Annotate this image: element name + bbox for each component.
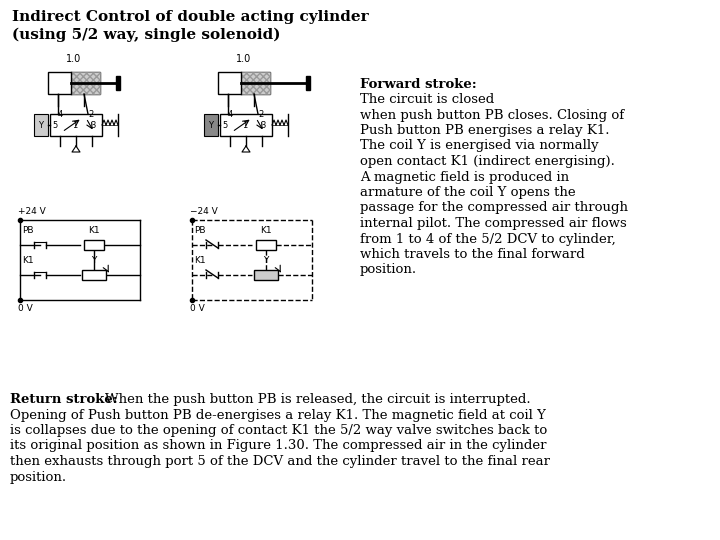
Text: Indirect Control of double acting cylinder
(using 5/2 way, single solenoid): Indirect Control of double acting cylind… bbox=[12, 10, 369, 42]
Text: +24 V: +24 V bbox=[18, 207, 46, 216]
Bar bbox=[204, 114, 218, 136]
Text: 1: 1 bbox=[242, 121, 247, 130]
Bar bbox=[218, 72, 270, 94]
Text: position.: position. bbox=[10, 470, 67, 483]
Text: is collapses due to the opening of contact K1 the 5/2 way valve switches back to: is collapses due to the opening of conta… bbox=[10, 424, 547, 437]
Text: from 1 to 4 of the 5/2 DCV to cylinder,: from 1 to 4 of the 5/2 DCV to cylinder, bbox=[360, 233, 616, 246]
Bar bbox=[241, 72, 270, 94]
Text: 5: 5 bbox=[222, 121, 228, 130]
Bar bbox=[71, 72, 100, 94]
Text: 4: 4 bbox=[228, 110, 233, 119]
Text: Y: Y bbox=[91, 256, 96, 265]
Text: Push button PB energises a relay K1.: Push button PB energises a relay K1. bbox=[360, 124, 610, 137]
Text: open contact K1 (indirect energising).: open contact K1 (indirect energising). bbox=[360, 155, 615, 168]
Bar bbox=[82, 270, 106, 280]
Text: PB: PB bbox=[194, 226, 206, 235]
Bar bbox=[50, 114, 102, 136]
Bar bbox=[84, 240, 104, 250]
Text: Y: Y bbox=[38, 120, 43, 130]
Text: 1.0: 1.0 bbox=[66, 54, 81, 64]
Text: its original position as shown in Figure 1.30. The compressed air in the cylinde: its original position as shown in Figure… bbox=[10, 440, 546, 453]
Text: Forward stroke:: Forward stroke: bbox=[360, 78, 477, 91]
Text: When the push button PB is released, the circuit is interrupted.: When the push button PB is released, the… bbox=[105, 393, 531, 406]
Text: then exhausts through port 5 of the DCV and the cylinder travel to the final rea: then exhausts through port 5 of the DCV … bbox=[10, 455, 550, 468]
Bar bbox=[34, 114, 48, 136]
Text: 1: 1 bbox=[72, 121, 77, 130]
Text: 1.0: 1.0 bbox=[236, 54, 251, 64]
Text: K1: K1 bbox=[22, 256, 34, 265]
Text: Y: Y bbox=[264, 256, 269, 265]
Text: armature of the coil Y opens the: armature of the coil Y opens the bbox=[360, 186, 575, 199]
Text: K1: K1 bbox=[88, 226, 100, 235]
Text: Opening of Push button PB de-energises a relay K1. The magnetic field at coil Y: Opening of Push button PB de-energises a… bbox=[10, 408, 546, 422]
Text: 0 V: 0 V bbox=[190, 304, 204, 313]
Bar bbox=[116, 76, 120, 90]
Bar bbox=[48, 72, 100, 94]
Text: K1: K1 bbox=[194, 256, 206, 265]
Text: Return stroke:: Return stroke: bbox=[10, 393, 118, 406]
Text: when push button PB closes. Closing of: when push button PB closes. Closing of bbox=[360, 109, 624, 122]
Text: 3: 3 bbox=[90, 121, 95, 130]
Text: PB: PB bbox=[22, 226, 34, 235]
Text: which travels to the final forward: which travels to the final forward bbox=[360, 248, 585, 261]
Text: The coil Y is energised via normally: The coil Y is energised via normally bbox=[360, 139, 598, 152]
Text: 3: 3 bbox=[260, 121, 266, 130]
Text: A magnetic field is produced in: A magnetic field is produced in bbox=[360, 171, 569, 184]
Text: 0 V: 0 V bbox=[18, 304, 32, 313]
Text: position.: position. bbox=[360, 264, 417, 276]
Bar bbox=[306, 76, 310, 90]
Text: passage for the compressed air through: passage for the compressed air through bbox=[360, 201, 628, 214]
Text: 5: 5 bbox=[52, 121, 58, 130]
Text: The circuit is closed: The circuit is closed bbox=[360, 93, 494, 106]
Bar bbox=[256, 240, 276, 250]
Text: −24 V: −24 V bbox=[190, 207, 217, 216]
Text: 2: 2 bbox=[88, 110, 94, 119]
Text: 2: 2 bbox=[258, 110, 264, 119]
Text: internal pilot. The compressed air flows: internal pilot. The compressed air flows bbox=[360, 217, 626, 230]
Text: 4: 4 bbox=[58, 110, 63, 119]
Bar bbox=[220, 114, 272, 136]
Bar bbox=[254, 270, 278, 280]
Text: Y: Y bbox=[209, 120, 214, 130]
Text: K1: K1 bbox=[260, 226, 272, 235]
